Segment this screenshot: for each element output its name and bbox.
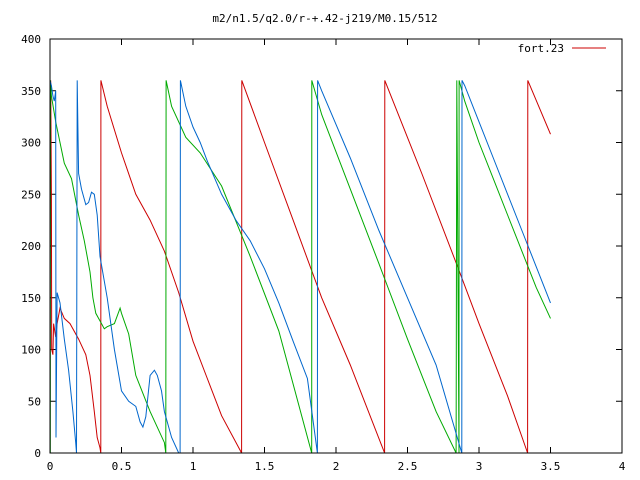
x-tick-label: 2.5 <box>398 460 418 473</box>
y-tick-label: 300 <box>21 137 41 150</box>
x-tick-label: 3.5 <box>541 460 561 473</box>
x-tick-label: 0 <box>47 460 54 473</box>
y-tick-label: 400 <box>21 33 41 46</box>
series-line-2 <box>49 80 551 454</box>
y-tick-label: 250 <box>21 188 41 201</box>
plot-frame <box>49 38 623 454</box>
legend-label: fort.23 <box>518 42 564 55</box>
chart-title: m2/n1.5/q2.0/r-+.42-j219/M0.15/512 <box>212 12 437 25</box>
y-tick-label: 100 <box>21 344 41 357</box>
axis-ticks: 0 0.5 1 1.5 2 2.5 3 3.5 4 0 50 100 150 200 250 300 350 40… <box>21 33 626 473</box>
series-layer <box>49 80 551 454</box>
y-tick-label: 150 <box>21 292 41 305</box>
x-tick-label: 1 <box>190 460 197 473</box>
y-tick-label: 0 <box>34 447 41 460</box>
series-line-1 <box>49 80 551 454</box>
x-tick-label: 0.5 <box>112 460 132 473</box>
legend: fort.23 <box>518 42 606 55</box>
x-tick-label: 4 <box>619 460 626 473</box>
y-tick-label: 50 <box>28 395 41 408</box>
x-tick-label: 3 <box>476 460 483 473</box>
y-tick-label: 350 <box>21 85 41 98</box>
y-tick-label: 200 <box>21 240 41 253</box>
x-tick-label: 1.5 <box>255 460 275 473</box>
series-line-0 <box>49 80 551 454</box>
x-tick-label: 2 <box>333 460 340 473</box>
